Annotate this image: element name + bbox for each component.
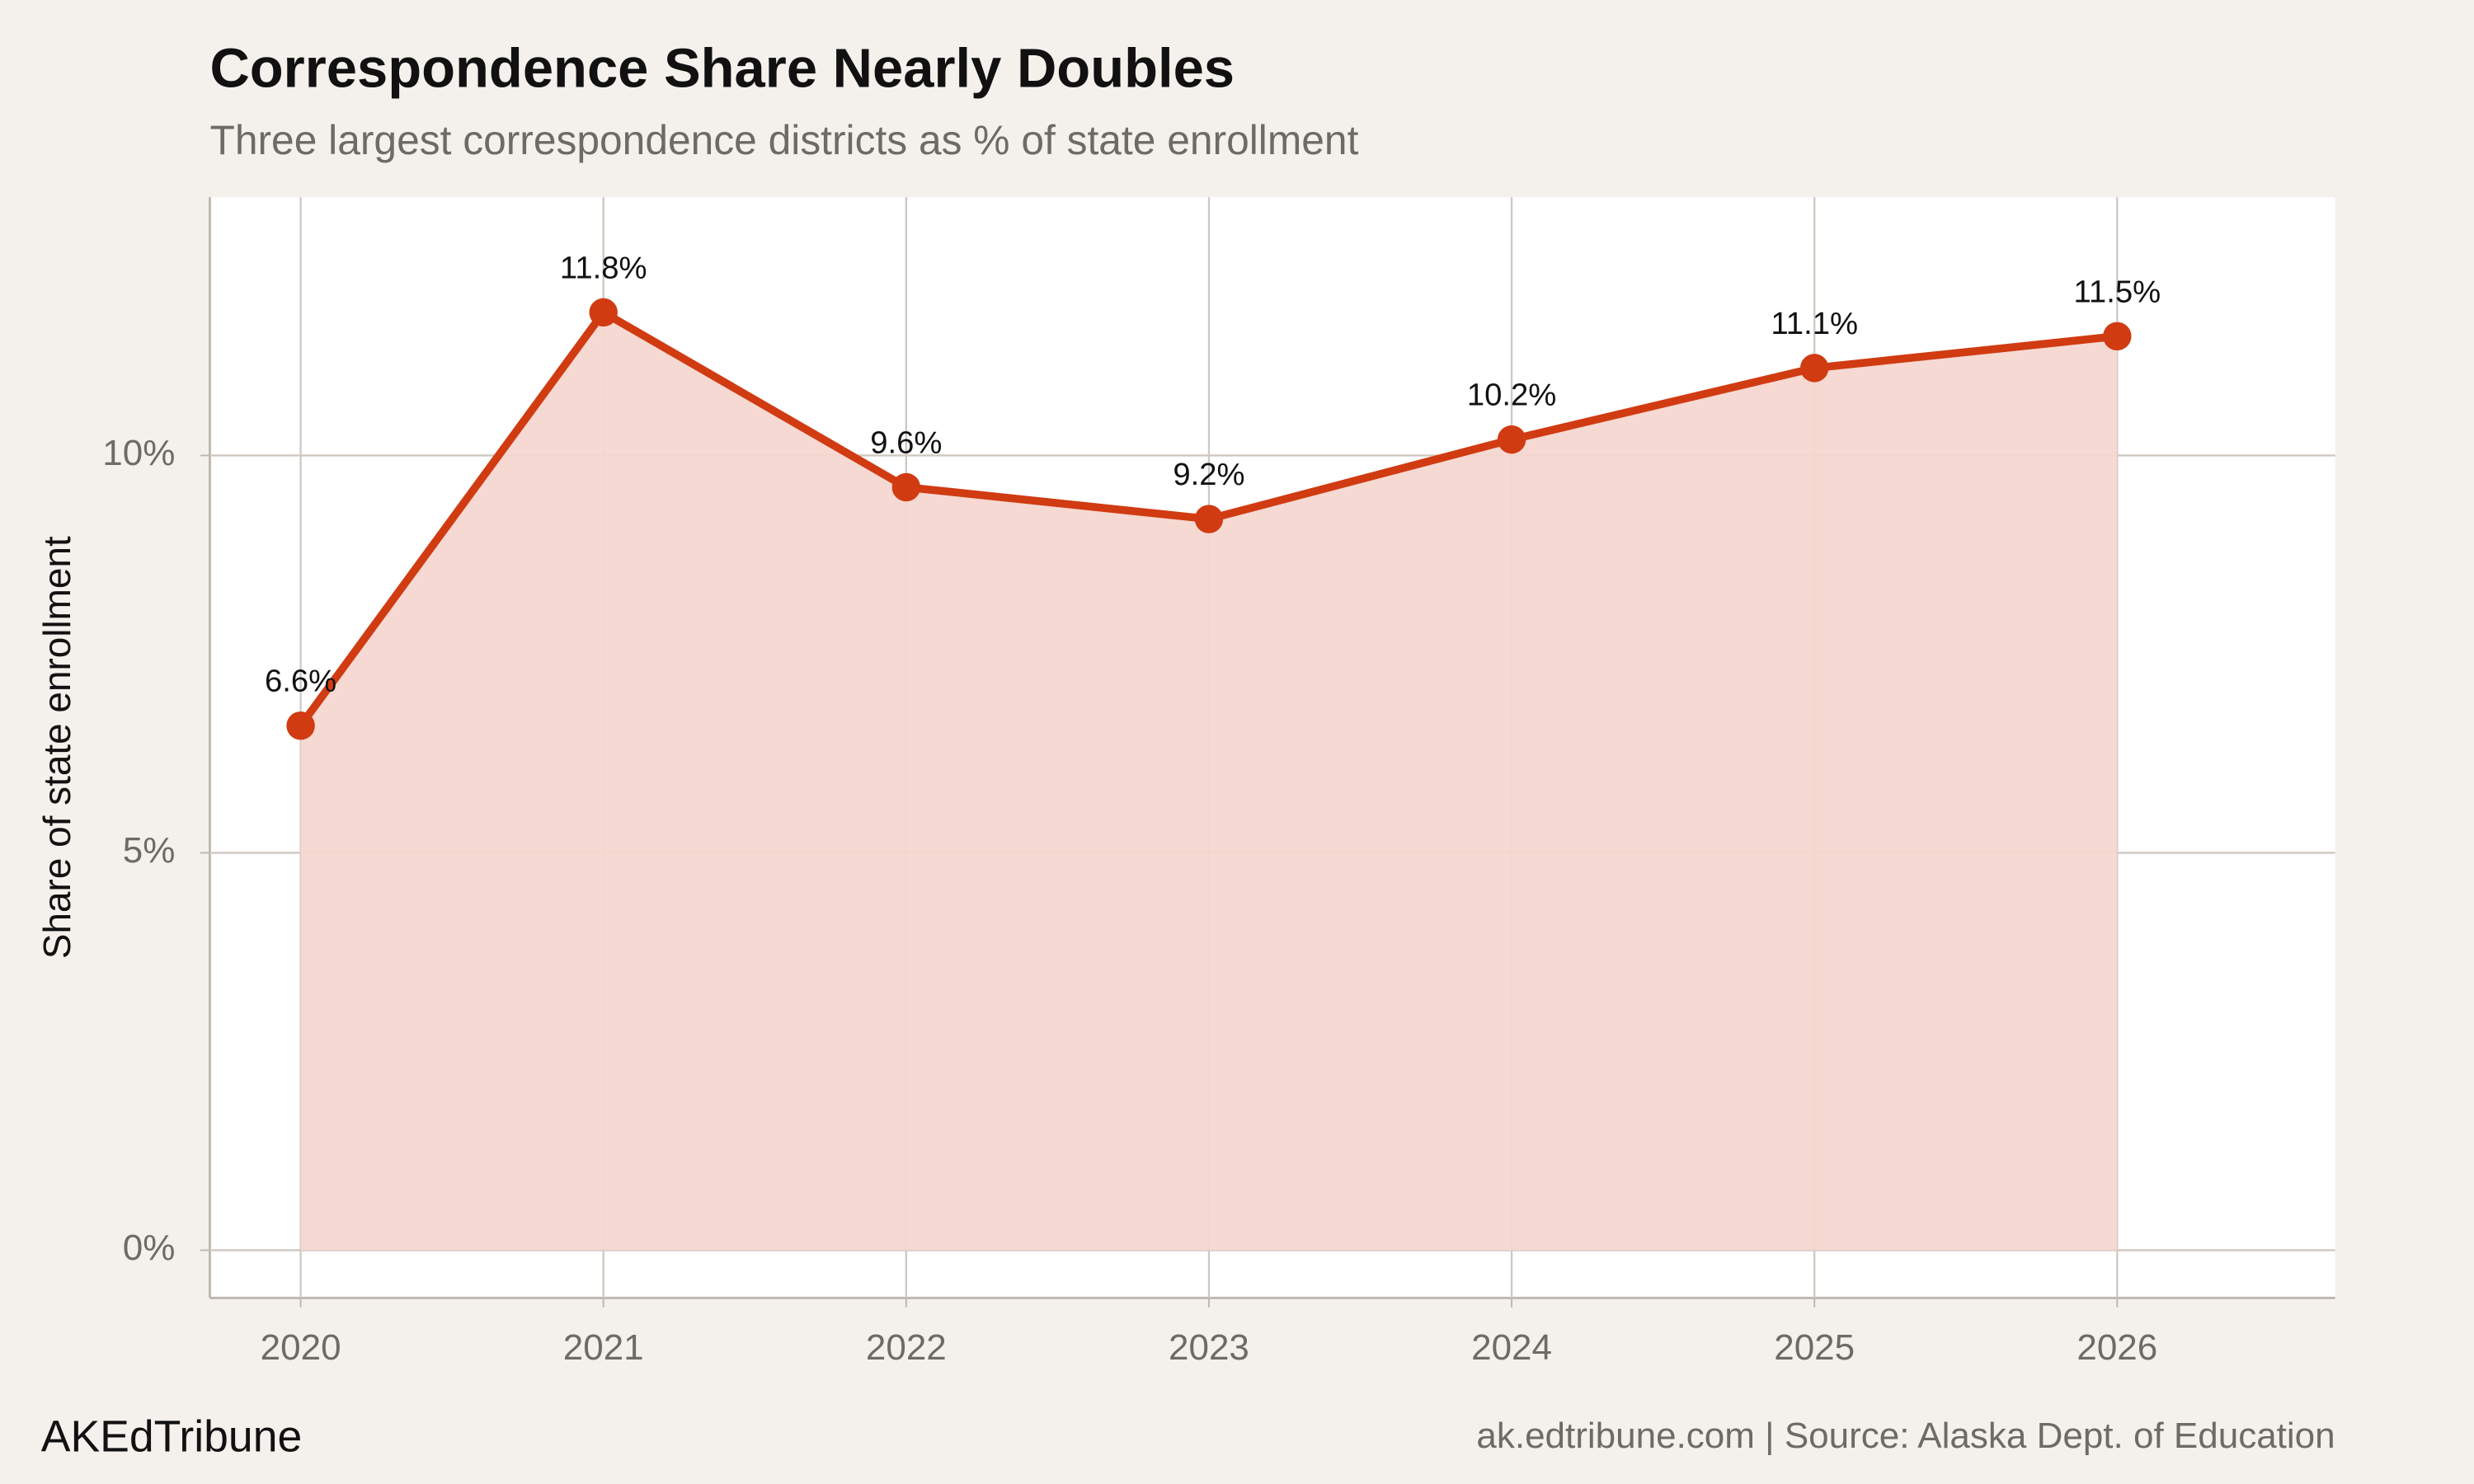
data-label: 9.2% — [1173, 457, 1244, 492]
y-tick-label: 10% — [102, 433, 175, 473]
point — [1497, 425, 1526, 454]
point — [589, 298, 618, 327]
data-label: 11.5% — [2073, 274, 2161, 309]
point — [1194, 505, 1224, 533]
data-label: 9.6% — [870, 425, 942, 460]
point — [2103, 322, 2132, 351]
x-tick-label: 2024 — [1471, 1327, 1552, 1368]
x-tick-label: 2020 — [261, 1327, 341, 1368]
point — [286, 711, 315, 740]
point — [1799, 354, 1829, 383]
x-tick-label: 2022 — [866, 1327, 947, 1368]
chart-title: Correspondence Share Nearly Doubles — [209, 38, 1235, 100]
y-tick-label: 0% — [123, 1228, 176, 1268]
x-tick-label: 2021 — [563, 1327, 644, 1368]
data-label: 10.2% — [1467, 378, 1556, 413]
y-tick-label: 5% — [123, 830, 176, 871]
chart-subtitle: Three largest correspondence districts a… — [209, 117, 1358, 163]
x-tick-label: 2025 — [1774, 1327, 1855, 1368]
source: ak.edtribune.com | Source: Alaska Dept. … — [1476, 1416, 2335, 1456]
x-tick-label: 2026 — [2077, 1327, 2157, 1368]
y-axis-label: Share of state enrollment — [35, 536, 78, 959]
data-label: 11.8% — [560, 250, 647, 285]
point — [891, 472, 921, 502]
x-tick-label: 2023 — [1169, 1327, 1249, 1368]
brand: AKEdTribune — [41, 1413, 303, 1462]
data-label: 6.6% — [265, 664, 336, 699]
data-label: 11.1% — [1771, 306, 1858, 341]
area — [300, 312, 2118, 1251]
